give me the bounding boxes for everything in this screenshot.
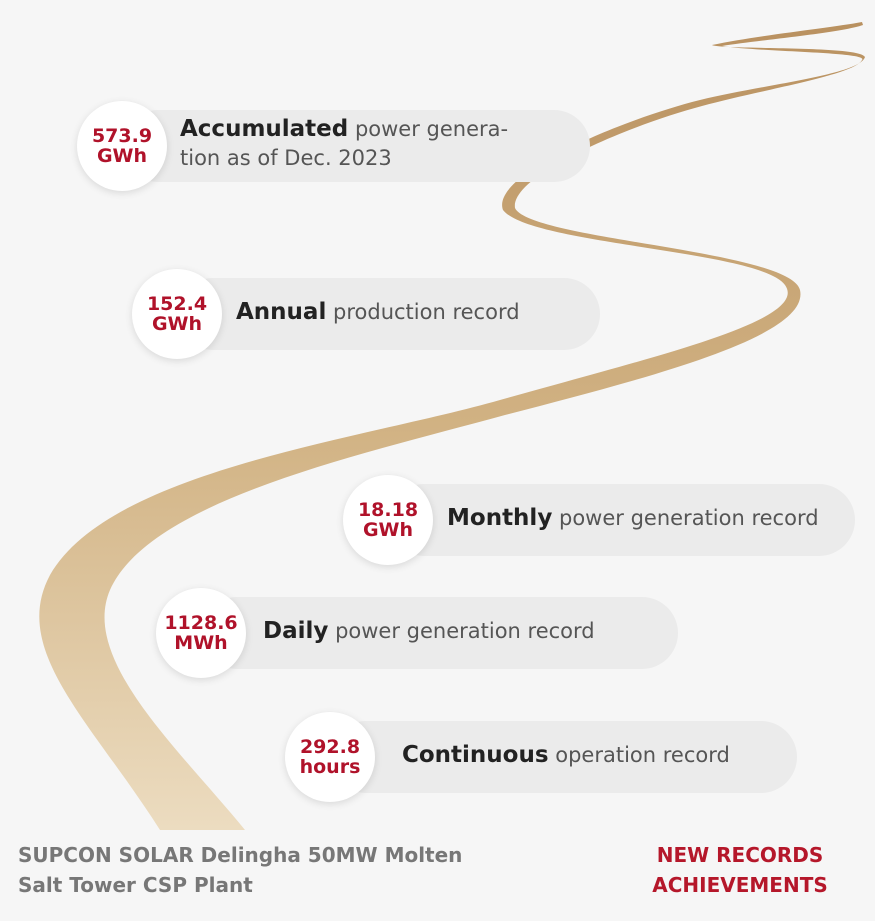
record-desc: production record	[333, 300, 520, 324]
tag: NEW RECORDS ACHIEVEMENTS	[640, 840, 840, 900]
record-text: Annual production record	[236, 298, 520, 327]
record-unit: MWh	[174, 633, 227, 653]
record-text: Accumulated power genera-tion as of Dec.…	[180, 115, 508, 173]
record-unit: GWh	[363, 520, 413, 540]
record-unit: hours	[300, 757, 361, 777]
record-value: 1128.6	[164, 613, 237, 633]
record-text: Continuous operation record	[402, 741, 730, 770]
record-line: Accumulated power genera-	[180, 115, 508, 144]
page: 573.9GWhAccumulated power genera-tion as…	[0, 0, 875, 921]
record-value: 573.9	[92, 126, 152, 146]
record-text: Monthly power generation record	[447, 504, 819, 533]
record-desc: power generation record	[559, 506, 819, 530]
plant-line: Salt Tower CSP Plant	[18, 870, 462, 900]
record-desc: power genera-	[355, 117, 508, 141]
record-value: 292.8	[300, 737, 360, 757]
record-keyword: Annual	[236, 299, 326, 325]
record-keyword: Accumulated	[180, 116, 348, 142]
plant-line: SUPCON SOLAR Delingha 50MW Molten	[18, 840, 462, 870]
record-desc: tion as of Dec. 2023	[180, 146, 392, 170]
record-keyword: Daily	[263, 618, 328, 644]
record-text: Daily power generation record	[263, 617, 595, 646]
record-line: Monthly power generation record	[447, 504, 819, 533]
record-desc: operation record	[555, 743, 730, 767]
tag-line: ACHIEVEMENTS	[640, 870, 840, 900]
tag-line: NEW RECORDS	[640, 840, 840, 870]
record-line: tion as of Dec. 2023	[180, 144, 508, 173]
record-line: Daily power generation record	[263, 617, 595, 646]
record-keyword: Continuous	[402, 742, 549, 768]
record-keyword: Monthly	[447, 505, 552, 531]
record-value: 18.18	[358, 500, 418, 520]
record-line: Annual production record	[236, 298, 520, 327]
record-line: Continuous operation record	[402, 741, 730, 770]
record-value: 152.4	[147, 294, 207, 314]
record-unit: GWh	[97, 146, 147, 166]
record-desc: power generation record	[335, 619, 595, 643]
plant-name: SUPCON SOLAR Delingha 50MW Molten Salt T…	[18, 840, 462, 900]
record-unit: GWh	[152, 314, 202, 334]
